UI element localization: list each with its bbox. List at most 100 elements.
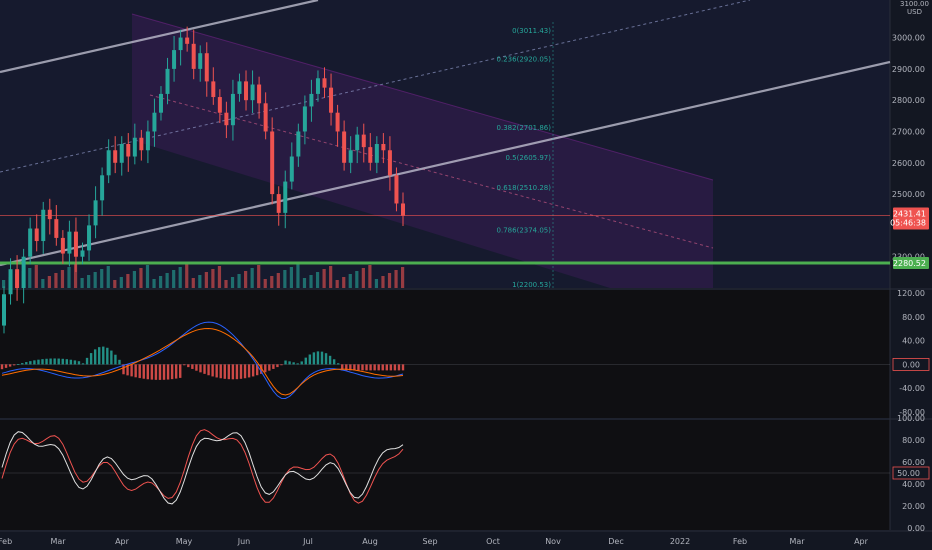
macd-histogram-bar bbox=[300, 361, 303, 365]
price-tick-label: 2800.00 bbox=[892, 96, 925, 105]
macd-histogram-bar bbox=[316, 351, 320, 365]
macd-histogram-bar bbox=[357, 364, 360, 371]
macd-histogram-bar bbox=[126, 364, 129, 376]
stoch-tick-label: 60.00 bbox=[902, 458, 925, 467]
macd-histogram-bar bbox=[239, 364, 243, 379]
volume-bar bbox=[191, 278, 195, 288]
volume-bar bbox=[139, 268, 143, 288]
macd-histogram-bar bbox=[227, 364, 231, 380]
support-price-badge bbox=[893, 257, 929, 269]
volume-bar bbox=[283, 270, 287, 288]
candle-body bbox=[185, 37, 190, 44]
candle-body bbox=[296, 131, 301, 157]
time-axis-label: Apr bbox=[854, 537, 869, 546]
macd-histogram-bar bbox=[361, 364, 364, 371]
macd-current-badge bbox=[892, 358, 930, 371]
volume-bar bbox=[41, 279, 45, 288]
macd-histogram-bar bbox=[328, 355, 332, 365]
candle-body bbox=[126, 144, 131, 157]
macd-histogram-bar bbox=[349, 364, 352, 371]
macd-histogram-bar bbox=[389, 364, 393, 371]
time-axis-label: May bbox=[176, 537, 193, 546]
macd-histogram-bar bbox=[243, 364, 247, 379]
macd-histogram-bar bbox=[17, 364, 20, 365]
fib-level-label: 0.786(2374.05) bbox=[497, 227, 552, 235]
candle-body bbox=[113, 150, 118, 163]
volume-bar bbox=[132, 271, 137, 288]
volume-bar bbox=[224, 280, 228, 288]
macd-histogram-bar bbox=[288, 361, 291, 365]
stoch-d-line bbox=[1, 429, 404, 504]
support-line bbox=[0, 261, 890, 265]
macd-histogram-bar bbox=[260, 364, 263, 374]
candle-body bbox=[54, 219, 59, 238]
candle-body bbox=[15, 269, 20, 288]
time-axis-label: Mar bbox=[789, 537, 805, 546]
volume-bar bbox=[381, 276, 385, 288]
macd-histogram-bar bbox=[179, 364, 182, 378]
channel-mid-line bbox=[149, 94, 714, 249]
candle-body bbox=[34, 228, 39, 242]
price-tick-label: 3000.00 bbox=[892, 34, 925, 43]
macd-histogram-bar bbox=[369, 364, 372, 371]
channel-upper-line bbox=[131, 13, 714, 181]
time-axis-label: Sep bbox=[422, 537, 437, 546]
volume-bar bbox=[54, 273, 58, 288]
volume-bar bbox=[342, 277, 346, 288]
macd-histogram-bar bbox=[77, 361, 81, 365]
volume-bar bbox=[217, 266, 222, 288]
candle-body bbox=[401, 203, 405, 216]
volume-bar bbox=[309, 275, 313, 288]
candle-body bbox=[329, 87, 334, 113]
macd-histogram-bar bbox=[381, 364, 384, 371]
candle-body bbox=[47, 209, 52, 220]
candle-body bbox=[198, 53, 203, 69]
candle-body bbox=[289, 156, 294, 182]
macd-histogram-bar bbox=[53, 358, 56, 365]
macd-histogram-bar bbox=[61, 358, 64, 365]
candle-body bbox=[263, 103, 268, 132]
macd-histogram-bar bbox=[114, 354, 117, 365]
macd-histogram-bar bbox=[146, 364, 150, 380]
macd-histogram-bar bbox=[150, 364, 154, 380]
macd-histogram-bar bbox=[41, 359, 44, 365]
macd-histogram-bar bbox=[393, 364, 397, 371]
candle-body bbox=[361, 134, 366, 148]
volume-bar bbox=[368, 265, 372, 288]
macd-histogram-bar bbox=[223, 364, 226, 379]
volume-bar bbox=[289, 267, 294, 288]
volume-bar bbox=[126, 274, 130, 288]
macd-histogram-bar bbox=[102, 346, 105, 365]
candle-body bbox=[80, 250, 85, 257]
macd-histogram-bar bbox=[4, 364, 8, 368]
volume-bar bbox=[401, 267, 405, 288]
candle-body bbox=[152, 112, 157, 132]
macd-histogram-bar bbox=[219, 364, 222, 379]
candle-body bbox=[335, 112, 340, 132]
macd-histogram-bar bbox=[154, 364, 158, 380]
candle-body bbox=[394, 175, 399, 204]
fib-level-label: 0(3011.43) bbox=[512, 27, 551, 35]
candle-body bbox=[21, 256, 26, 288]
macd-histogram-bar bbox=[174, 364, 178, 379]
candle-body bbox=[191, 43, 196, 69]
macd-histogram-bar bbox=[45, 358, 48, 365]
macd-histogram-bar bbox=[385, 364, 388, 371]
macd-histogram-bar bbox=[110, 350, 113, 365]
macd-histogram-bar bbox=[93, 349, 97, 365]
time-axis-label: Feb bbox=[0, 537, 12, 546]
candle-body bbox=[28, 228, 33, 257]
volume-bar bbox=[315, 272, 320, 288]
macd-histogram-bar bbox=[191, 364, 194, 369]
macd-tick-label: -40.00 bbox=[899, 384, 925, 393]
macd-histogram-bar bbox=[203, 364, 206, 374]
candle-body bbox=[106, 150, 111, 176]
macd-histogram-bar bbox=[272, 364, 275, 369]
candle-body bbox=[139, 137, 144, 151]
macd-tick-label: 40.00 bbox=[902, 337, 925, 346]
time-axis-label: Oct bbox=[486, 537, 500, 546]
volume-bar bbox=[100, 269, 104, 288]
volume-bar bbox=[322, 269, 326, 288]
